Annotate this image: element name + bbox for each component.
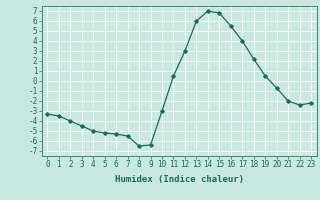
X-axis label: Humidex (Indice chaleur): Humidex (Indice chaleur) bbox=[115, 175, 244, 184]
